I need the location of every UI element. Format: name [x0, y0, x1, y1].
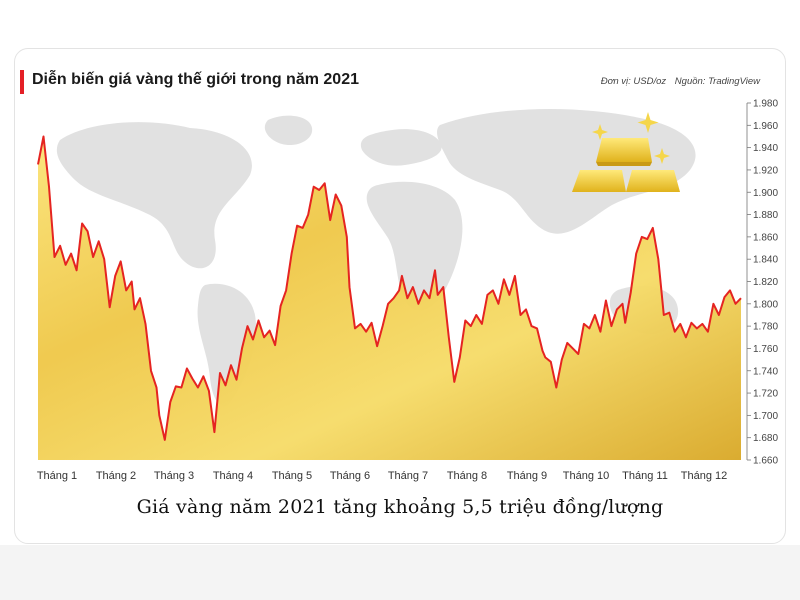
gold-bars-icon: [572, 112, 680, 192]
y-tick-label: 1.980: [753, 99, 778, 110]
y-tick-label: 1.940: [753, 143, 778, 154]
x-tick-label: Tháng 6: [330, 470, 370, 482]
y-tick-label: 1.900: [753, 188, 778, 199]
y-tick-label: 1.660: [753, 456, 778, 467]
x-tick-label: Tháng 10: [563, 470, 609, 482]
chart-meta: Đơn vị: USD/oz Nguồn: TradingView: [595, 76, 760, 87]
price-line: [37, 135, 742, 441]
y-tick-label: 1.680: [753, 433, 778, 444]
x-tick-label: Tháng 9: [507, 470, 547, 482]
x-tick-label: Tháng 8: [447, 470, 487, 482]
x-tick-label: Tháng 3: [154, 470, 194, 482]
plot-area: [37, 135, 742, 460]
chart-header: Diễn biến giá vàng thế giới trong năm 20…: [20, 68, 760, 96]
top-background: [0, 0, 800, 48]
title-accent-bar: [20, 70, 24, 94]
y-axis: 1.980 1.960 1.940 1.920 1.900 1.880 1.860 1.840…: [746, 99, 778, 467]
y-tick-label: 1.720: [753, 389, 778, 400]
caption: Giá vàng năm 2021 tăng khoảng 5,5 triệu …: [136, 496, 664, 518]
x-axis: Tháng 1 Tháng 2 Tháng 3 Tháng 4 Tháng 5 Tháng…: [37, 470, 727, 482]
y-tick-label: 1.920: [753, 165, 778, 176]
y-tick-label: 1.880: [753, 210, 778, 221]
y-tick-label: 1.960: [753, 121, 778, 132]
y-tick-label: 1.760: [753, 344, 778, 355]
x-tick-label: Tháng 2: [96, 470, 136, 482]
x-tick-label: Tháng 5: [272, 470, 312, 482]
chart-title: Diễn biến giá vàng thế giới trong năm 20…: [32, 71, 359, 88]
y-tick-label: 1.700: [753, 411, 778, 422]
x-tick-label: Tháng 1: [37, 470, 77, 482]
x-tick-label: Tháng 7: [388, 470, 428, 482]
y-tick-label: 1.840: [753, 255, 778, 266]
x-tick-label: Tháng 11: [622, 470, 668, 482]
y-tick-label: 1.860: [753, 232, 778, 243]
x-tick-label: Tháng 4: [213, 470, 253, 482]
unit-label: Đơn vị: USD/oz: [600, 76, 667, 87]
price-area-fill: [38, 136, 741, 460]
y-tick-label: 1.740: [753, 366, 778, 377]
y-tick-label: 1.780: [753, 322, 778, 333]
y-tick-label: 1.800: [753, 299, 778, 310]
bottom-background: [0, 545, 800, 600]
source-label: Nguồn: TradingView: [674, 76, 760, 87]
y-tick-label: 1.820: [753, 277, 778, 288]
x-tick-label: Tháng 12: [681, 470, 727, 482]
